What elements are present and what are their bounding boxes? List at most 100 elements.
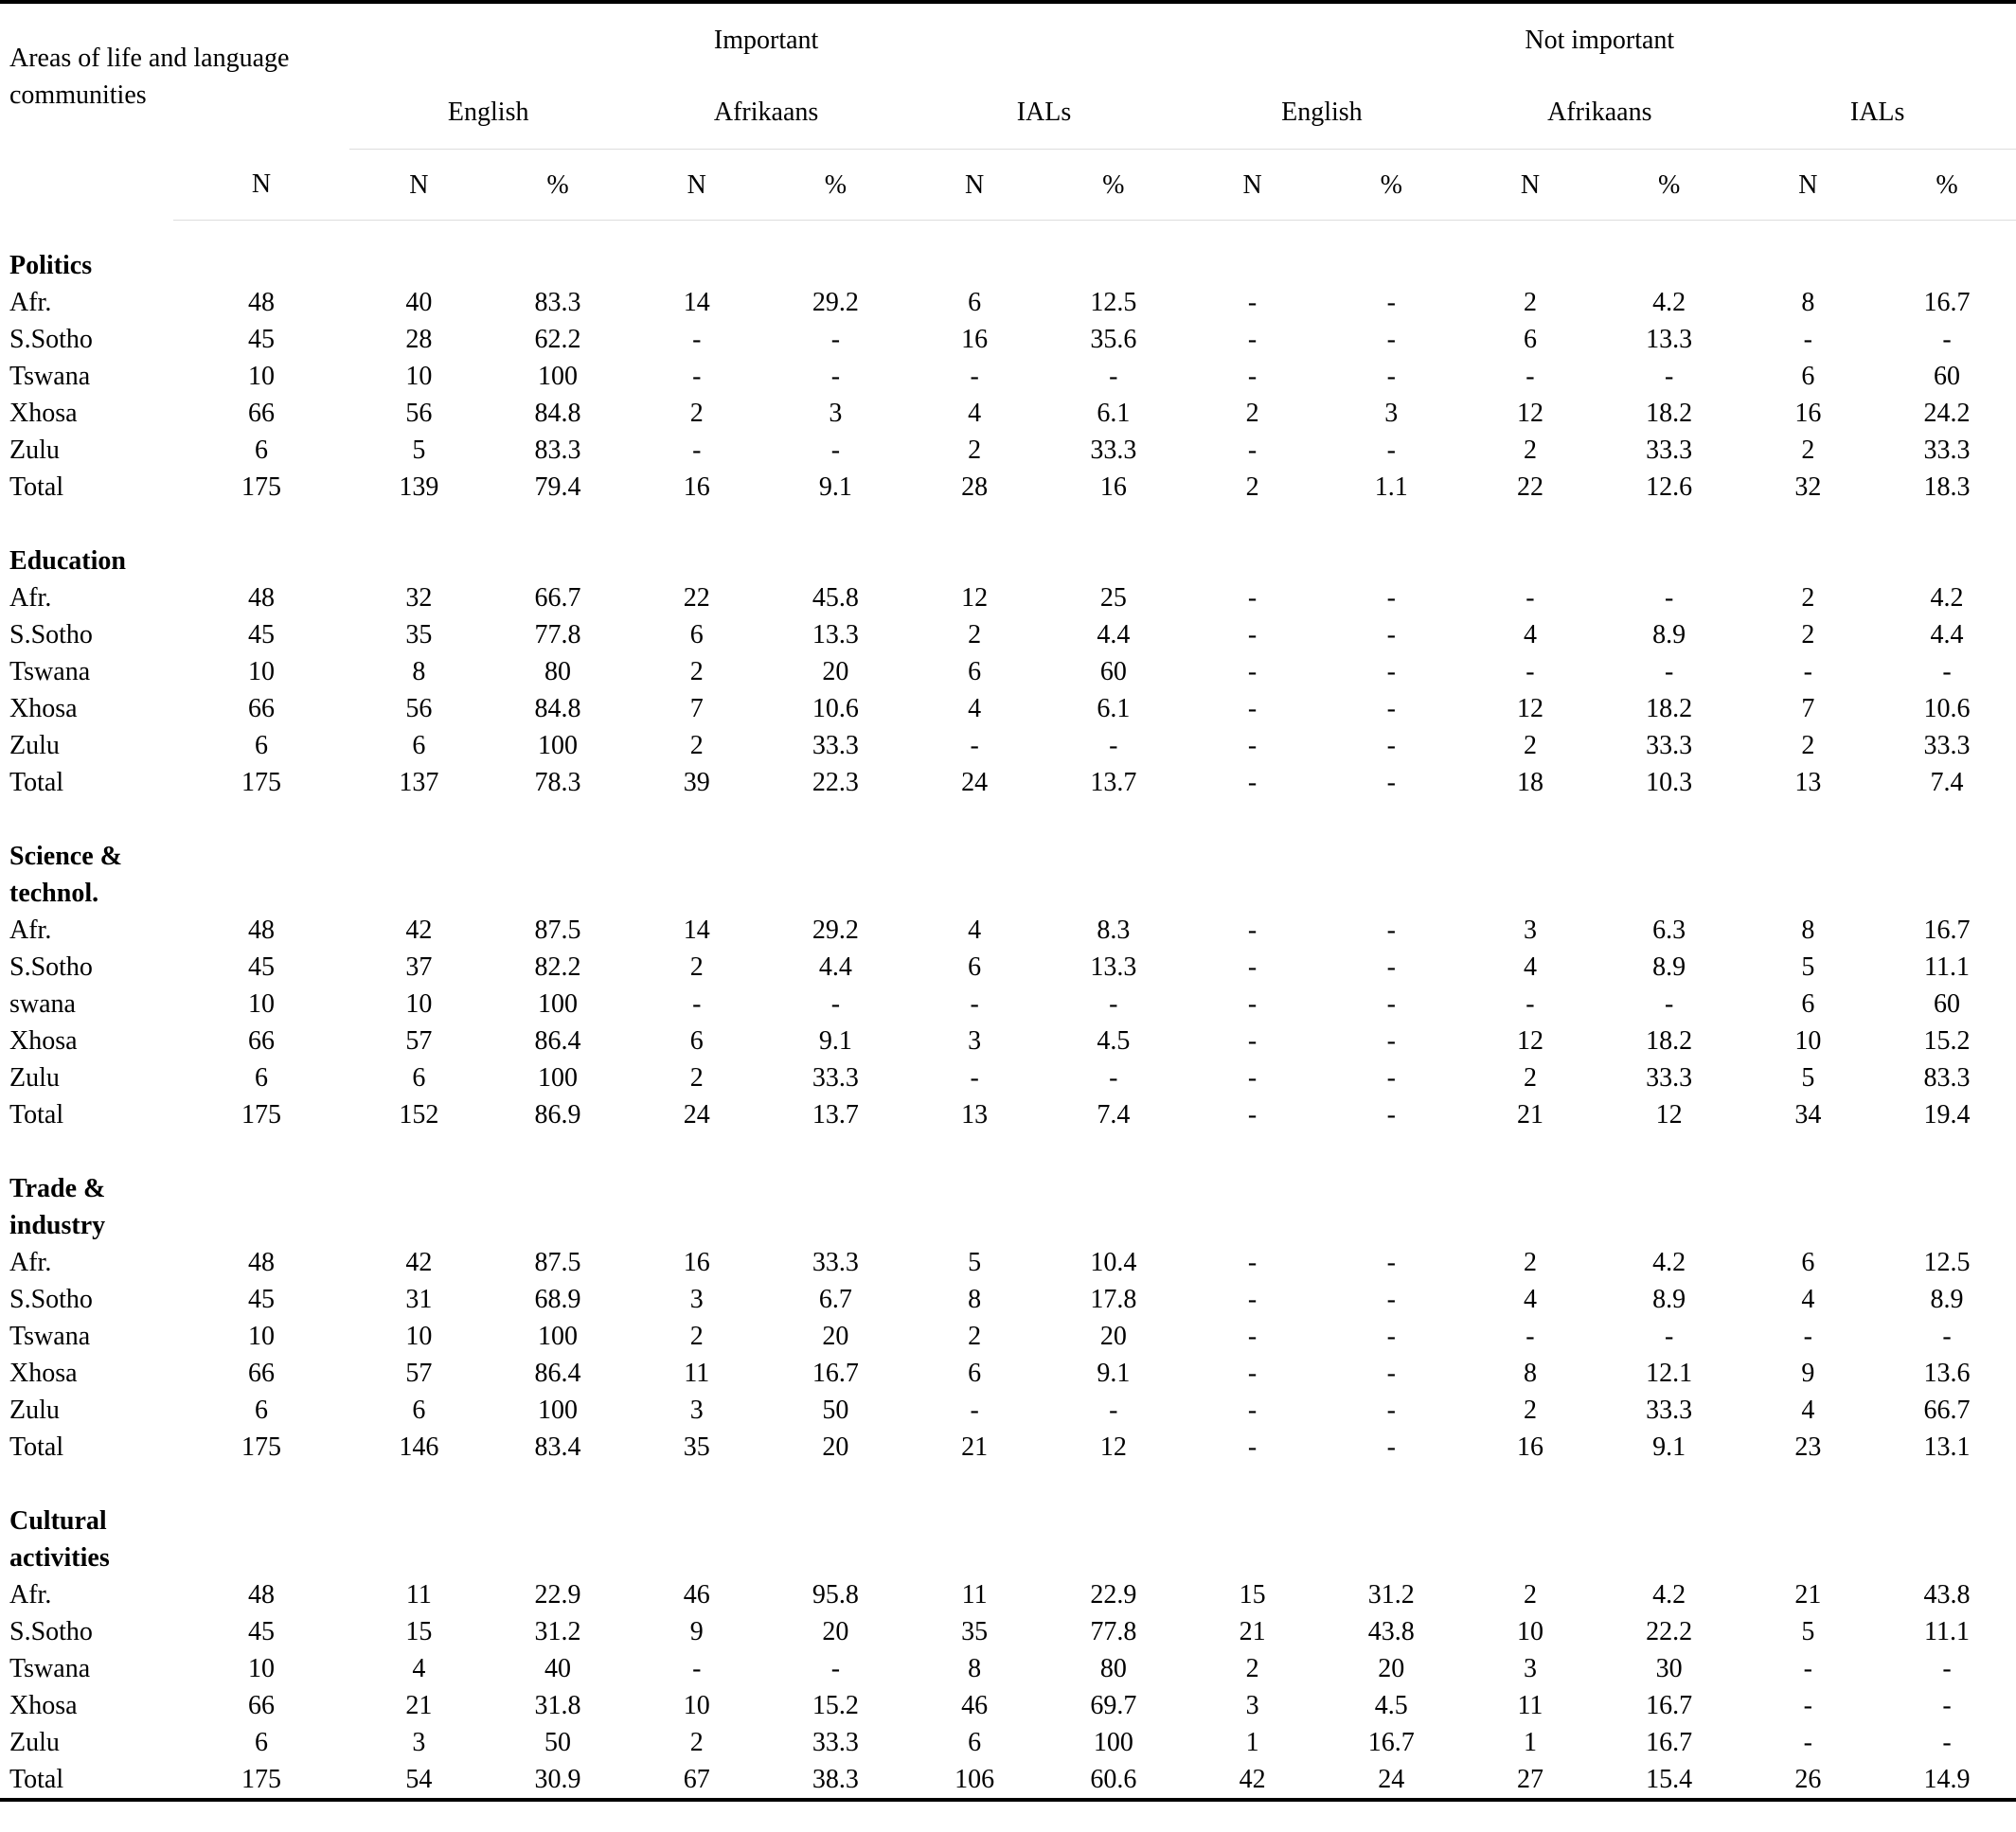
- cell-value: 48: [248, 1580, 275, 1610]
- table-row: Total 175 137 78.3 39 22.3 24 13.7 - - 18 10.3 13 7.4: [0, 764, 2016, 801]
- cell-value: -: [1247, 694, 1258, 723]
- language-header: English: [349, 76, 628, 150]
- cell-value: 2: [968, 436, 982, 465]
- row-label: Total: [0, 1761, 173, 1802]
- empty-cell: [173, 247, 2016, 284]
- cell-value: 66.7: [534, 583, 581, 613]
- cell-value: 79.4: [534, 472, 581, 502]
- cell-value: 13.6: [1923, 1359, 1971, 1388]
- empty-cell: [0, 150, 173, 221]
- cell-value: -: [1664, 989, 1674, 1019]
- table-row: S.Sotho 45 31 68.9 3 6.7 8 17.8 - - 4 8.9 4 8.9: [0, 1281, 2016, 1318]
- cell-value: -: [1803, 1654, 1812, 1683]
- cell-value: 20: [822, 1432, 849, 1462]
- row-label: Tswana: [9, 657, 91, 686]
- cell-value: 139: [399, 472, 439, 502]
- language-header: English: [1183, 76, 1461, 150]
- cell-value: 33.3: [1646, 1063, 1693, 1093]
- column-header: N: [627, 149, 767, 221]
- cell-value: -: [970, 1396, 979, 1425]
- column-header: %: [1321, 149, 1461, 221]
- cell-value: 33.3: [1923, 731, 1971, 760]
- cell-value: 13.7: [812, 1100, 859, 1129]
- cell-value: 10: [1794, 1026, 1822, 1056]
- cell-value: 5: [1801, 952, 1815, 982]
- cell-value: 10: [248, 362, 275, 391]
- cell-value: 35.6: [1090, 325, 1137, 354]
- cell-value: 46: [683, 1580, 710, 1610]
- cell-value: 12: [1516, 1026, 1543, 1056]
- row-label: S.Sotho: [9, 1285, 93, 1314]
- cell-value: 33.3: [1923, 436, 1971, 465]
- cell-value: 100: [538, 1322, 579, 1351]
- cell-value: 2: [1245, 1654, 1259, 1683]
- section-title: Education: [9, 546, 126, 576]
- cell-value: 3: [1523, 1654, 1537, 1683]
- cell-value: -: [970, 989, 979, 1019]
- cell-value: 12: [1516, 399, 1543, 428]
- row-label: S.Sotho: [9, 952, 93, 982]
- cell-value: 60: [1099, 657, 1127, 686]
- row-label: Afr.: [9, 916, 52, 945]
- table-row: Education: [0, 542, 2016, 579]
- table-row: Afr. 48 42 87.5 14 29.2 4 8.3 - - 3 6.3 8 16.7: [0, 912, 2016, 949]
- column-header: N: [904, 149, 1044, 221]
- cell-value: -: [1247, 952, 1258, 982]
- cell-value: 4: [968, 399, 982, 428]
- cell-value: 10: [248, 657, 275, 686]
- cell-value: 18: [1516, 768, 1543, 797]
- cell-value: 3: [968, 1026, 982, 1056]
- cell-value: -: [1247, 1100, 1258, 1129]
- cell-value: 33.3: [812, 1248, 859, 1277]
- cell-value: -: [1386, 1396, 1396, 1425]
- cell-value: 78.3: [534, 768, 581, 797]
- cell-value: 6: [968, 1359, 982, 1388]
- cell-value: -: [1247, 362, 1258, 391]
- row-label: Xhosa: [9, 694, 78, 723]
- cell-value: 16: [1516, 1432, 1543, 1462]
- cell-value: 11: [1517, 1691, 1543, 1720]
- cell-value: 29.2: [812, 288, 859, 317]
- cell-value: 86.4: [534, 1359, 581, 1388]
- cell-value: -: [1386, 657, 1396, 686]
- cell-value: 6.1: [1097, 694, 1131, 723]
- cell-value: 57: [405, 1026, 433, 1056]
- row-label: Zulu: [9, 436, 60, 465]
- cell-value: 21: [1794, 1580, 1822, 1610]
- cell-value: 10.6: [812, 694, 859, 723]
- cell-value: 15.2: [812, 1691, 859, 1720]
- cell-value: 6: [968, 952, 982, 982]
- empty-cell: [173, 1503, 2016, 1576]
- cell-value: 2: [1523, 1248, 1537, 1277]
- cell-value: 13: [961, 1100, 989, 1129]
- cell-value: 10: [405, 1322, 433, 1351]
- cell-value: 77.8: [1090, 1617, 1137, 1646]
- cell-value: 38.3: [766, 1761, 905, 1802]
- language-header: Afrikaans: [627, 76, 905, 150]
- row-label: Total: [9, 768, 64, 797]
- area-label: Areas of life and language communities: [0, 0, 350, 150]
- cell-value: 12: [1655, 1100, 1683, 1129]
- cell-value: 4.4: [818, 952, 852, 982]
- cell-value: 175: [241, 472, 281, 502]
- cell-value: 66: [248, 1026, 275, 1056]
- column-header: N: [1460, 149, 1600, 221]
- cell-value: 3: [829, 399, 843, 428]
- cell-value: 9.1: [1652, 1432, 1686, 1462]
- cell-value: 6: [968, 1728, 982, 1757]
- spacer: [0, 221, 2016, 248]
- cell-value: 16: [1099, 472, 1127, 502]
- cell-value: -: [1942, 1654, 1952, 1683]
- cell-value: 80: [1099, 1654, 1127, 1683]
- cell-value: 5: [412, 436, 426, 465]
- cell-value: 9.1: [818, 472, 852, 502]
- cell-value: 10: [683, 1691, 710, 1720]
- cell-value: 4.4: [1097, 620, 1131, 649]
- cell-value: -: [1247, 436, 1258, 465]
- cell-value: 2: [1523, 436, 1537, 465]
- cell-value: 106: [904, 1761, 1044, 1802]
- cell-value: 39: [683, 768, 710, 797]
- cell-value: 6: [689, 1026, 704, 1056]
- cell-value: 4: [968, 694, 982, 723]
